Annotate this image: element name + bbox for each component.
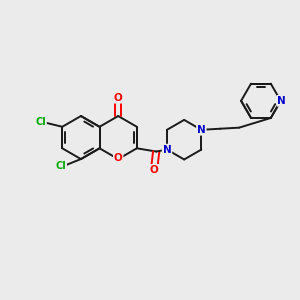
Text: N: N [197, 125, 206, 135]
Text: N: N [163, 145, 171, 154]
Text: O: O [114, 93, 123, 103]
Text: O: O [114, 154, 123, 164]
Text: Cl: Cl [35, 118, 46, 128]
Text: N: N [278, 96, 286, 106]
Text: O: O [150, 165, 158, 175]
Text: Cl: Cl [56, 160, 66, 170]
